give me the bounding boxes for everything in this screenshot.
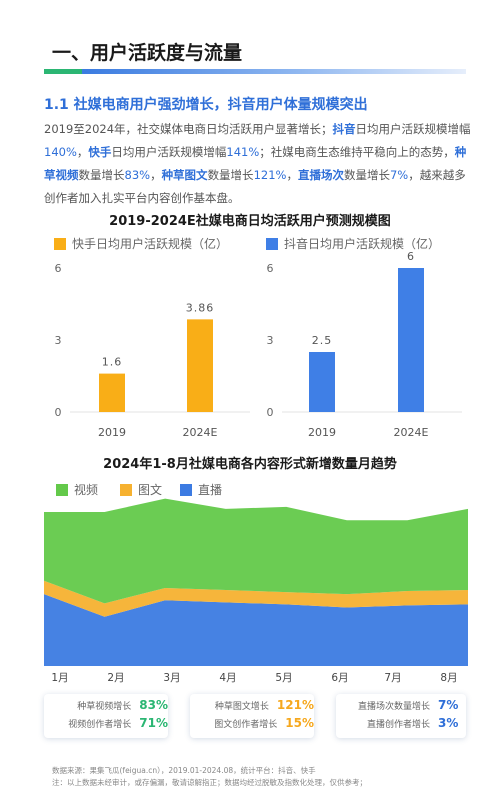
card-label: 图文创作者增长 — [214, 719, 278, 730]
intro-value: 83% — [124, 168, 151, 182]
intro-text: 数量增长 — [207, 168, 254, 182]
intro-value: 141% — [226, 145, 260, 159]
x-tick-label: 4月 — [219, 672, 236, 684]
card-label: 直播创作者增长 — [366, 719, 430, 730]
bar — [309, 352, 335, 412]
legend-douyin: 抖音日均用户活跃规模（亿） — [266, 235, 440, 252]
card-value: 15% — [285, 716, 314, 730]
data-label: 6 — [407, 250, 415, 263]
chart2-title: 2024年1-8月社媒电商各内容形式新增数量月趋势 — [103, 457, 397, 472]
legend-swatch — [54, 237, 66, 250]
intro-paragraph: 2019至2024年，社交媒体电商日均活跃用户显著增长；抖音日均用户活跃规模增幅… — [44, 118, 474, 210]
legend-swatch — [266, 237, 278, 250]
intro-value: 7% — [389, 168, 409, 182]
intro-text: ，越来越多创作者加入扎实平台内容创作基本盘。 — [44, 168, 466, 205]
data-label: 3.86 — [186, 301, 215, 314]
intro-text: 日均用户活跃规模增幅 — [355, 122, 471, 136]
x-tick-label: 6月 — [331, 672, 348, 684]
x-tick-label: 2024E — [183, 426, 218, 439]
card-value: 121% — [276, 698, 314, 712]
y-tick-label: 0 — [267, 406, 274, 419]
y-tick-label: 3 — [267, 334, 274, 347]
x-tick-label: 2月 — [107, 672, 124, 684]
card-label: 种草图文增长 — [214, 701, 269, 712]
intro-highlight: 种草图文 — [161, 168, 208, 182]
card-value: 83% — [139, 698, 168, 712]
bar — [99, 373, 125, 412]
card-label: 视频创作者增长 — [68, 719, 132, 730]
bar — [187, 319, 213, 412]
y-tick-label: 3 — [55, 334, 62, 347]
footer-source: 数据来源：果集飞瓜(feigua.cn），2019.01-2024.08，统计平… — [52, 766, 316, 775]
stat-card-live: 直播场次数量增长 7% 直播创作者增长 3% — [336, 694, 466, 738]
x-tick-label: 2024E — [394, 426, 429, 439]
area-series — [44, 580, 468, 617]
data-label: 2.5 — [312, 334, 333, 347]
legend-label: 快手日均用户活跃规模（亿） — [72, 237, 229, 251]
legend-label: 图文 — [138, 483, 163, 497]
card-value: 71% — [139, 716, 168, 730]
area-series — [44, 498, 468, 604]
area-series — [44, 594, 468, 666]
intro-text: ， — [150, 168, 162, 182]
legend-kuaishou: 快手日均用户活跃规模（亿） — [54, 235, 228, 252]
intro-text: 数量增长 — [78, 168, 125, 182]
intro-value: 121% — [253, 168, 287, 182]
intro-text: 数量增长 — [343, 168, 390, 182]
footer-disclaimer: 注：以上数据未经审计，或存偏漏，敬请谅解指正；数据均经过脱敏及指数化处理，仅供参… — [52, 778, 367, 787]
x-tick-label: 1月 — [51, 672, 68, 684]
stat-card-video: 种草视频增长 83% 视频创作者增长 71% — [44, 694, 168, 738]
legend-swatch — [120, 483, 132, 496]
legend-swatch — [180, 483, 192, 496]
card-label: 种草视频增长 — [77, 701, 132, 712]
card-value: 7% — [438, 698, 459, 712]
data-label: 1.6 — [102, 356, 123, 369]
title-underline — [44, 69, 466, 74]
intro-highlight: 种草视频 — [44, 145, 467, 182]
chart1-title: 2019-2024E社媒电商日均活跃用户预测规模图 — [109, 214, 391, 229]
section-heading: 1.1 社媒电商用户强劲增长，抖音用户体量规模突出 — [44, 97, 368, 113]
legend-label: 视频 — [74, 483, 99, 497]
footer-notes: 数据来源：果集飞瓜(feigua.cn），2019.01-2024.08，统计平… — [52, 765, 367, 789]
x-tick-label: 2019 — [98, 426, 126, 439]
intro-text: 2019至2024年，社交媒体电商日均活跃用户显著增长； — [44, 122, 333, 136]
stat-card-image: 种草图文增长 121% 图文创作者增长 15% — [190, 694, 314, 738]
x-tick-label: 5月 — [275, 672, 292, 684]
x-tick-label: 8月 — [440, 672, 457, 684]
intro-highlight: 抖音 — [332, 122, 356, 136]
intro-text: ， — [76, 145, 89, 159]
intro-text: 日均用户活跃规模增幅 — [111, 145, 227, 159]
legend-image: 图文 — [120, 481, 162, 498]
intro-text: ；社媒电商生态维持平稳向上的态势， — [259, 145, 455, 159]
x-tick-label: 3月 — [163, 672, 180, 684]
y-tick-label: 0 — [55, 406, 62, 419]
x-tick-label: 2019 — [308, 426, 336, 439]
card-label: 直播场次数量增长 — [357, 701, 430, 712]
intro-value: 140% — [44, 145, 77, 159]
x-tick-label: 7月 — [384, 672, 401, 684]
legend-swatch — [56, 483, 68, 496]
legend-video: 视频 — [56, 481, 98, 498]
card-value: 3% — [438, 716, 459, 730]
bar — [398, 268, 424, 412]
intro-highlight: 直播场次 — [297, 168, 344, 182]
legend-label: 直播 — [198, 483, 223, 497]
intro-highlight: 快手 — [88, 145, 112, 159]
y-tick-label: 6 — [55, 262, 62, 275]
legend-label: 抖音日均用户活跃规模（亿） — [284, 237, 441, 251]
y-tick-label: 6 — [267, 262, 274, 275]
legend-live: 直播 — [180, 481, 222, 498]
page-title: 一、用户活跃度与流量 — [52, 42, 243, 64]
intro-text: ， — [286, 168, 298, 182]
